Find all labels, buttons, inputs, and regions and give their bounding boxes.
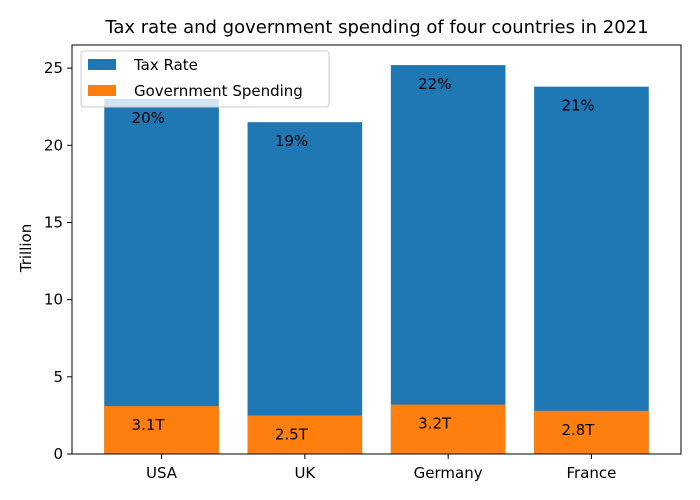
legend-swatch-tax-rate bbox=[88, 59, 116, 70]
data-labels-layer: 20% 19% 22% 21% 3.1T 2.5T 3.2T 2.8T bbox=[132, 75, 596, 443]
data-label-government-spending-usa: 3.1T bbox=[132, 416, 166, 434]
data-label-government-spending-germany: 3.2T bbox=[418, 415, 452, 433]
data-label-government-spending-uk: 2.5T bbox=[275, 425, 309, 443]
y-tick-label: 20 bbox=[44, 136, 63, 154]
legend-label-tax-rate: Tax Rate bbox=[133, 56, 198, 74]
data-label-tax-rate-usa: 20% bbox=[132, 109, 165, 127]
y-tick-label: 0 bbox=[53, 445, 63, 463]
bar-tax-rate-uk bbox=[247, 122, 363, 455]
data-label-government-spending-france: 2.8T bbox=[561, 421, 595, 439]
y-tick-label: 15 bbox=[44, 213, 63, 231]
x-tick-label-usa: USA bbox=[146, 464, 178, 482]
bar-government-spending-germany bbox=[390, 404, 506, 454]
y-axis-label: Trillion bbox=[17, 224, 35, 273]
bar-government-spending-usa bbox=[104, 406, 219, 454]
legend: Tax Rate Government Spending bbox=[80, 50, 330, 108]
y-tick-label: 5 bbox=[53, 368, 63, 386]
data-label-tax-rate-france: 21% bbox=[561, 97, 594, 115]
legend-box bbox=[80, 50, 330, 108]
y-tick-label: 25 bbox=[44, 59, 63, 77]
x-tick-label-germany: Germany bbox=[414, 464, 483, 482]
bars-layer bbox=[104, 65, 649, 455]
plot-frame bbox=[71, 44, 682, 455]
legend-swatch-government-spending bbox=[88, 85, 116, 96]
chart-title: Tax rate and government spending of four… bbox=[104, 17, 648, 38]
x-tick-label-uk: UK bbox=[294, 464, 316, 482]
data-label-tax-rate-uk: 19% bbox=[275, 132, 308, 150]
bar-government-spending-uk bbox=[247, 415, 363, 454]
bar-government-spending-france bbox=[534, 410, 649, 454]
data-label-tax-rate-germany: 22% bbox=[418, 75, 451, 93]
bar-tax-rate-usa bbox=[104, 99, 219, 455]
legend-label-government-spending: Government Spending bbox=[134, 82, 303, 100]
axes-layer: 0 5 10 15 20 25 USA UK Germany France bbox=[44, 44, 682, 482]
y-tick-label: 10 bbox=[44, 291, 63, 309]
bar-tax-rate-france bbox=[534, 86, 649, 455]
bar-tax-rate-germany bbox=[390, 65, 506, 454]
x-tick-label-france: France bbox=[566, 464, 616, 482]
